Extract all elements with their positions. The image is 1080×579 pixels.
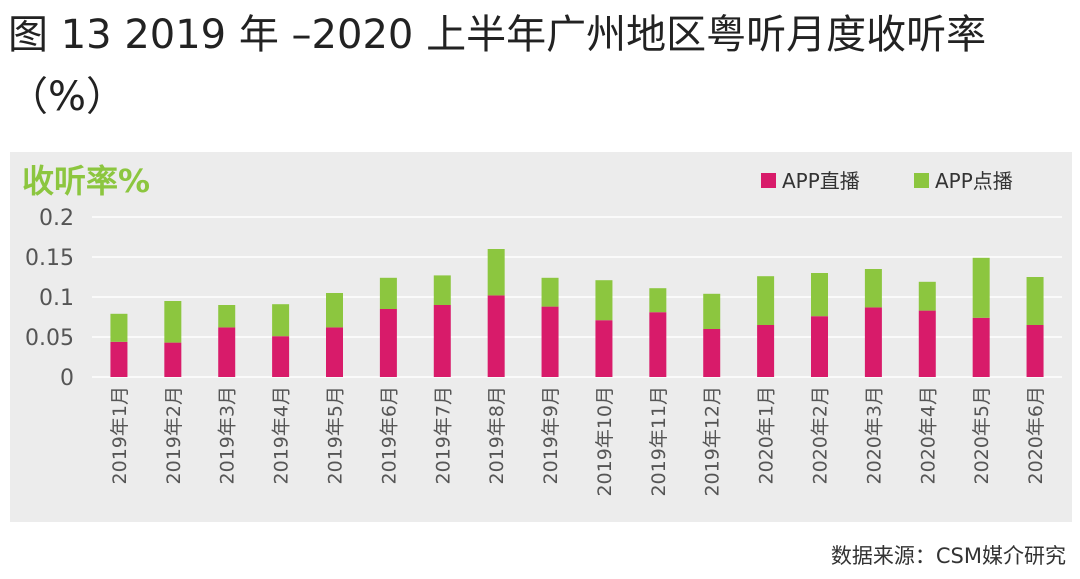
bar-ondemand [649, 288, 667, 313]
bar-live [703, 329, 721, 377]
data-source: 数据来源：CSM媒介研究 [830, 544, 1066, 568]
y-tick-label: 0.05 [25, 326, 74, 351]
bar-live [433, 305, 451, 377]
bar-live [487, 295, 505, 377]
chart-panel: 0 0.05 0.1 0.15 0.2 2019年1月 2019年2月 2019年3月 201… [10, 152, 1072, 522]
y-tick-labels: 0 0.05 0.1 0.15 0.2 [25, 206, 74, 391]
y-tick-label: 0.15 [25, 246, 74, 271]
x-tick-label: 2019年6月 [378, 386, 400, 484]
bar-ondemand [164, 301, 182, 343]
bar-ondemand [487, 249, 505, 296]
bar-live [918, 310, 936, 377]
x-tick-label: 2019年5月 [325, 386, 347, 484]
bar-ondemand [218, 305, 236, 328]
x-tick-label: 2019年12月 [702, 386, 724, 497]
bar-ondemand [110, 313, 128, 342]
x-tick-label: 2020年3月 [863, 386, 885, 484]
bar-live [811, 316, 828, 377]
bar-ondemand [811, 273, 828, 317]
bar-live [541, 306, 559, 377]
bar-ondemand [326, 293, 343, 328]
bars [110, 249, 1044, 377]
bar-live [972, 317, 990, 377]
bar-live [864, 307, 882, 377]
x-tick-label: 2020年6月 [1025, 386, 1047, 484]
bar-ondemand [918, 281, 936, 311]
legend-label-live: APP直播 [782, 169, 860, 193]
bar-ondemand [972, 257, 990, 318]
bar-ondemand [433, 275, 451, 305]
legend-label-ondemand: APP点播 [935, 169, 1013, 193]
bar-live [379, 309, 397, 377]
x-tick-labels: 2019年1月 2019年2月 2019年3月 2019年4月 2019年5月 2019年… [109, 386, 1047, 497]
figure-title: 图 13 2019 年 –2020 上半年广州地区粤听月度收听率（%） [8, 12, 987, 120]
bar-ondemand [1026, 277, 1044, 325]
legend-swatch-live [761, 173, 776, 188]
bar-live [272, 336, 290, 377]
stacked-bar-chart: 00.050.10.150.2 2019年1月 2019年2月 2019年3月 201… [22, 162, 1062, 497]
x-tick-label: 2019年2月 [163, 386, 185, 484]
bar-live [164, 342, 182, 377]
y-axis-label: 收听率% [22, 162, 150, 200]
bar-live [110, 341, 128, 377]
bar-live [649, 312, 667, 377]
bar-ondemand [541, 277, 559, 307]
bar-ondemand [595, 280, 613, 321]
x-tick-label: 2019年10月 [594, 386, 616, 497]
x-tick-label: 2019年7月 [432, 386, 454, 484]
bar-ondemand [703, 293, 721, 329]
bar-ondemand [379, 277, 397, 309]
x-tick-label: 2020年4月 [917, 386, 939, 484]
y-tick-label: 0.2 [39, 206, 74, 231]
bar-live [595, 320, 613, 377]
bar-live [757, 325, 775, 377]
bar-live [1026, 325, 1044, 377]
x-tick-label: 2019年8月 [486, 386, 508, 484]
gridlines [92, 216, 1062, 378]
y-tick-label: 0 [60, 366, 74, 391]
bar-ondemand [272, 304, 290, 337]
legend-swatch-ondemand [914, 173, 929, 188]
bar-ondemand [757, 276, 775, 325]
bar-live [218, 327, 236, 377]
x-tick-label: 2019年4月 [271, 386, 293, 484]
legend: APP直播 APP点播 [761, 169, 1013, 193]
x-tick-label: 2019年3月 [217, 386, 239, 484]
bar-live [326, 327, 343, 377]
x-tick-label: 2020年1月 [756, 386, 778, 484]
x-tick-label: 2020年2月 [810, 386, 832, 484]
x-tick-label: 2019年9月 [540, 386, 562, 484]
x-tick-label: 2019年11月 [648, 386, 670, 497]
x-tick-label: 2020年5月 [971, 386, 993, 484]
x-tick-label: 2019年1月 [109, 386, 131, 484]
y-tick-label: 0.1 [39, 286, 74, 311]
bar-ondemand [864, 269, 882, 308]
